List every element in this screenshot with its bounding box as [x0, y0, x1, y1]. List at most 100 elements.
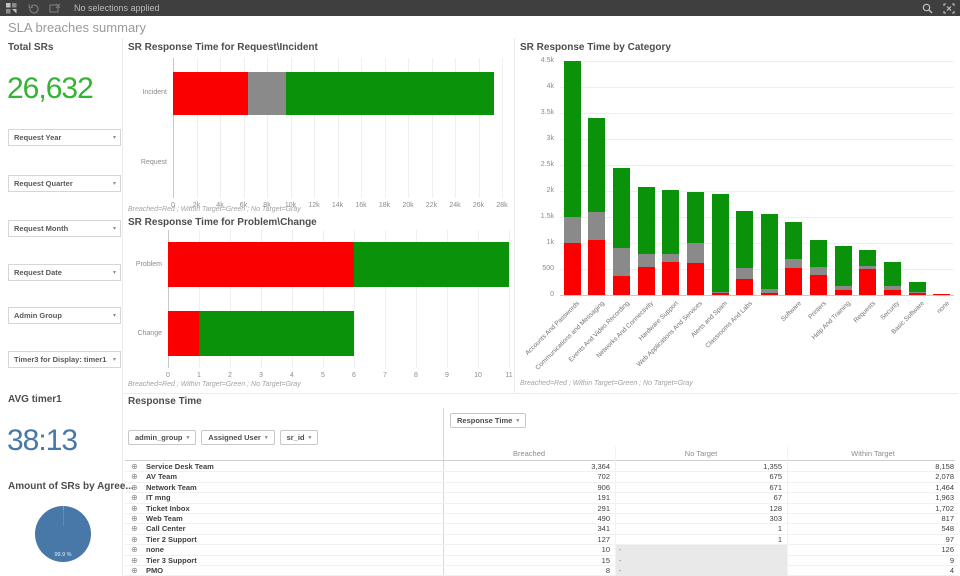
bar-segment-no-target: [563, 217, 581, 244]
agreement-pie-chart[interactable]: 99.9 %: [35, 506, 91, 562]
measure-chip-response-time[interactable]: Response Time ▾: [450, 413, 527, 428]
expand-row-icon[interactable]: ⊕: [131, 545, 138, 555]
category-chart-footnote: Breached=Red ; Within Target=Green ; No …: [520, 380, 693, 387]
bar-segment-breached: [563, 243, 581, 295]
y-tick-label: 1.5k: [540, 213, 554, 221]
cell-value: 126: [941, 545, 954, 555]
cell-value: 2,078: [935, 472, 954, 482]
filter-request-date[interactable]: Request Date ▾: [8, 264, 121, 281]
selections-tool-icon[interactable]: [938, 0, 960, 16]
avg-timer-value[interactable]: 38:13: [7, 424, 78, 457]
dimension-chip-assigned-user[interactable]: Assigned User ▾: [201, 430, 275, 445]
bar-segment-within-target: [199, 311, 354, 356]
gridline: [267, 58, 268, 198]
table-row[interactable]: ⊕ none 10- 126: [125, 545, 958, 556]
bar-segment-no-target: [760, 288, 778, 293]
incident-chart-plot[interactable]: [173, 58, 503, 198]
expand-row-icon[interactable]: ⊕: [131, 462, 138, 471]
x-tick-label: 4: [290, 372, 294, 379]
y-category-label: Incident: [142, 89, 167, 96]
row-label: PMO: [146, 566, 164, 575]
table-row[interactable]: ⊕ Service Desk Team 3,364 1,355 8,158: [125, 462, 958, 473]
sheet-title: SLA breaches summary: [8, 20, 147, 35]
x-tick-label: 2k: [192, 202, 201, 209]
cell-value: 817: [941, 514, 954, 523]
selections-history-icon[interactable]: [0, 0, 22, 16]
table-row[interactable]: ⊕ Network Team 906 671 1,464: [125, 482, 958, 494]
gridline: [384, 58, 386, 198]
top-toolbar: No selections applied: [0, 0, 960, 16]
y-tick-label: 2k: [546, 187, 554, 195]
bar-segment-within-target: [662, 190, 680, 254]
problem-chart-plot[interactable]: [168, 230, 510, 368]
bar-segment-within-target: [859, 249, 877, 266]
null-cell-shade: [616, 566, 787, 576]
expand-row-icon[interactable]: ⊕: [131, 555, 138, 565]
filter-timer3-for-display-timer1[interactable]: Timer3 for Display: timer1 ▾: [8, 351, 121, 368]
table-row[interactable]: ⊕ Call Center 341 1 548: [125, 524, 958, 535]
row-label: Tier 3 Support: [146, 555, 197, 565]
expand-row-icon[interactable]: ⊕: [131, 472, 138, 482]
table-row[interactable]: ⊕ Ticket Inbox 291 128 1,702: [125, 504, 958, 514]
expand-row-icon[interactable]: ⊕: [131, 524, 138, 534]
table-row[interactable]: ⊕ PMO 8- 4: [125, 566, 958, 576]
y-tick-label: 2.5k: [540, 161, 554, 169]
bar-segment-breached: [168, 242, 354, 287]
filter-request-year[interactable]: Request Year ▾: [8, 129, 121, 146]
expand-row-icon[interactable]: ⊕: [131, 482, 138, 492]
gridline: [261, 230, 262, 368]
filter-request-quarter[interactable]: Request Quarter ▾: [8, 175, 121, 192]
table-row[interactable]: ⊕ IT mng 191 67 1,963: [125, 493, 958, 504]
clear-selections-icon[interactable]: [44, 0, 66, 16]
cell-value: 303: [769, 514, 782, 523]
step-back-icon[interactable]: [22, 0, 44, 16]
gridline: [455, 58, 456, 198]
avg-timer-label: AVG timer1: [8, 394, 62, 405]
bar-segment-within-target: [711, 193, 729, 292]
cell-value: 671: [769, 482, 782, 492]
category-chart-title: SR Response Time by Category: [520, 42, 671, 53]
gridline: [560, 269, 954, 270]
measure-chip-label: Response Time: [457, 416, 513, 425]
null-cell-shade: [616, 555, 787, 566]
gridline: [230, 230, 231, 368]
search-icon[interactable]: [916, 0, 938, 16]
cell-value: -: [619, 545, 622, 555]
bar-segment-breached: [760, 292, 778, 295]
expand-row-icon[interactable]: ⊕: [131, 566, 138, 575]
filter-admin-group[interactable]: Admin Group ▾: [8, 307, 121, 324]
y-tick-label: 1k: [546, 239, 554, 247]
incident-chart-title: SR Response Time for Request\Incident: [128, 42, 318, 53]
gridline: [560, 243, 954, 245]
bar-segment-within-target: [588, 118, 606, 212]
dimension-chip-admin-group[interactable]: admin_group ▾: [128, 430, 197, 445]
column-header-breached[interactable]: Breached: [512, 449, 546, 458]
expand-row-icon[interactable]: ⊕: [131, 514, 138, 523]
expand-row-icon[interactable]: ⊕: [131, 503, 138, 513]
column-header-no-target[interactable]: No Target: [684, 449, 718, 458]
cell-value: 8,158: [935, 462, 954, 471]
table-row[interactable]: ⊕ Web Team 490 303 817: [125, 514, 958, 525]
total-srs-value[interactable]: 26,632: [7, 72, 94, 105]
x-tick-label: 22k: [425, 202, 438, 209]
column-header-within-target[interactable]: Within Target: [851, 449, 895, 458]
filter-request-month[interactable]: Request Month ▾: [8, 220, 121, 237]
category-chart-plot[interactable]: [560, 58, 954, 296]
bar-segment-breached: [662, 261, 680, 295]
cell-value: 341: [597, 524, 610, 534]
y-tick-label: 500: [542, 265, 554, 272]
gridline: [478, 230, 479, 368]
dimension-chip-label: Assigned User: [208, 433, 261, 442]
filter-label: Request Year: [14, 133, 62, 142]
row-label: Network Team: [146, 482, 197, 492]
table-row[interactable]: ⊕ Tier 3 Support 15- 9: [125, 555, 958, 566]
expand-row-icon[interactable]: ⊕: [131, 534, 138, 544]
expand-row-icon[interactable]: ⊕: [131, 493, 138, 503]
table-row[interactable]: ⊕ AV Team 702 675 2,078: [125, 472, 958, 483]
dimension-chip-sr-id[interactable]: sr_id ▾: [279, 430, 319, 445]
divider-table-top: [122, 393, 958, 394]
row-label: Web Team: [146, 514, 183, 523]
gridline: [502, 58, 503, 198]
table-row[interactable]: ⊕ Tier 2 Support 127 1 97: [125, 534, 958, 546]
